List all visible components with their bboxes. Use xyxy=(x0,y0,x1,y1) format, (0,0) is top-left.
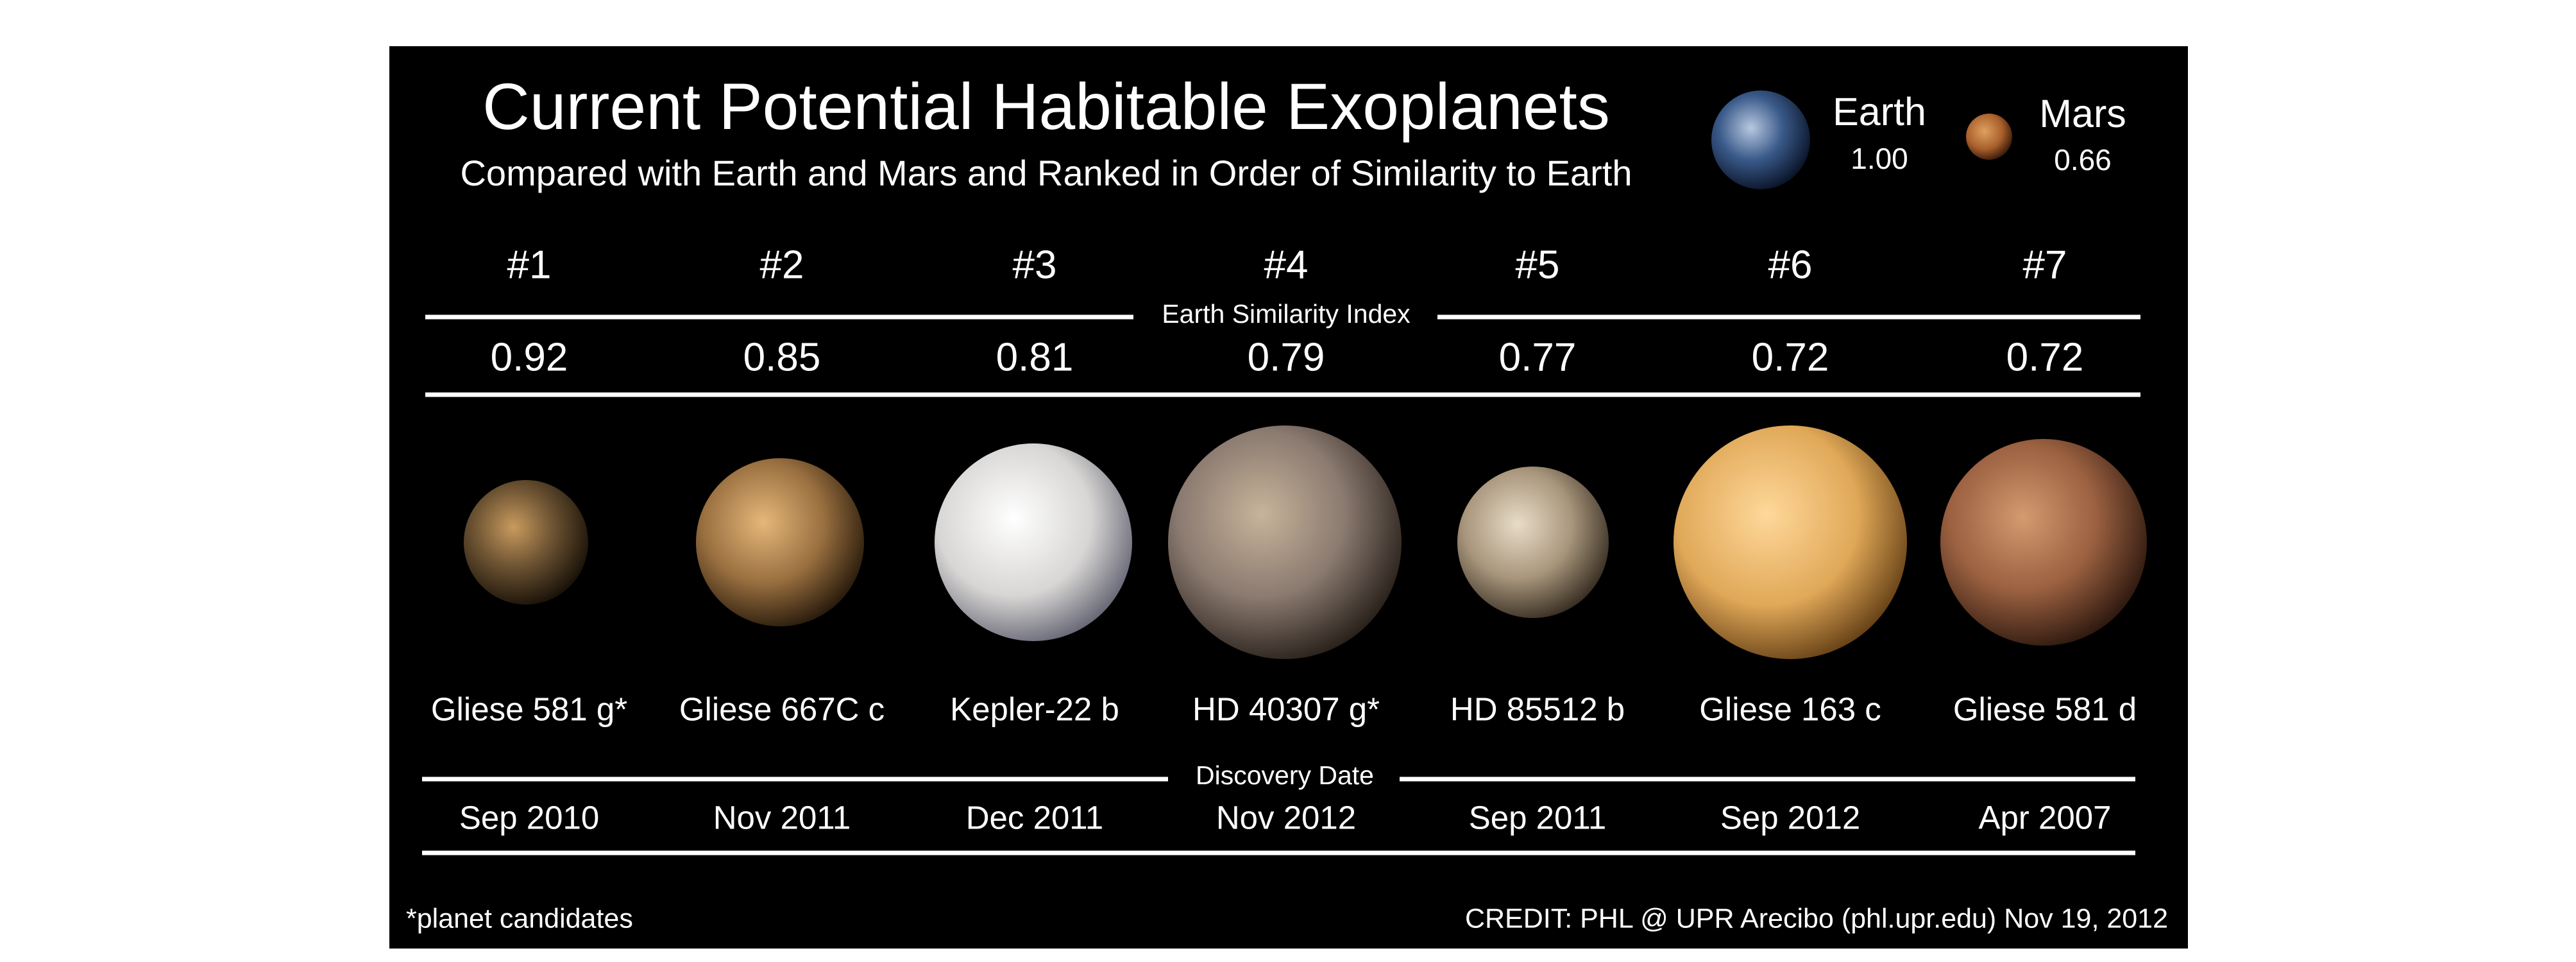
discovery-label: Discovery Date xyxy=(1196,760,1374,790)
planet-image xyxy=(1674,425,1907,659)
subtitle: Compared with Earth and Mars and Ranked … xyxy=(460,153,1632,193)
planet-name: HD 85512 b xyxy=(1450,691,1625,727)
esi-value: 0.72 xyxy=(1752,335,1829,379)
discovery-date: Sep 2012 xyxy=(1720,799,1860,836)
esi-value: 0.77 xyxy=(1499,335,1577,379)
planet-image xyxy=(935,443,1132,641)
discovery-date: Sep 2010 xyxy=(459,799,599,836)
rank: #6 xyxy=(1768,243,1813,287)
reference-name: Mars xyxy=(2039,92,2126,135)
planet-image xyxy=(696,458,864,626)
planet-name: Kepler-22 b xyxy=(950,691,1119,727)
reference-name: Earth xyxy=(1833,90,1926,133)
rank: #7 xyxy=(2023,243,2067,287)
esi-value: 0.79 xyxy=(1248,335,1325,379)
planet-image xyxy=(1940,439,2147,646)
planet-name: Gliese 581 d xyxy=(1953,691,2137,727)
footnote: *planet candidates xyxy=(406,903,633,934)
rank: #1 xyxy=(507,243,552,287)
credit: CREDIT: PHL @ UPR Arecibo (phl.upr.edu) … xyxy=(1465,903,2168,934)
planet-name: HD 40307 g* xyxy=(1192,691,1380,727)
discovery-date: Sep 2011 xyxy=(1469,799,1607,836)
earth-image xyxy=(1711,90,1810,189)
reference-esi: 0.66 xyxy=(2054,143,2112,176)
mars-image xyxy=(1966,114,2012,160)
rank: #2 xyxy=(760,243,804,287)
esi-value: 0.72 xyxy=(2006,335,2084,379)
esi-value: 0.81 xyxy=(996,335,1074,379)
esi-label: Earth Similarity Index xyxy=(1162,299,1411,329)
reference-esi: 1.00 xyxy=(1851,142,1908,175)
planet-image xyxy=(464,480,588,605)
rank: #3 xyxy=(1013,243,1057,287)
discovery-date: Nov 2011 xyxy=(713,799,851,836)
rank: #5 xyxy=(1516,243,1560,287)
planet-name: Gliese 163 c xyxy=(1699,691,1881,727)
planet-image xyxy=(1168,425,1402,659)
title: Current Potential Habitable Exoplanets xyxy=(482,70,1610,143)
discovery-date: Dec 2011 xyxy=(966,799,1104,836)
esi-value: 0.92 xyxy=(491,335,568,379)
discovery-date: Nov 2012 xyxy=(1216,799,1356,836)
planet-name: Gliese 667C c xyxy=(679,691,885,727)
discovery-date: Apr 2007 xyxy=(1979,799,2112,836)
planet-name: Gliese 581 g* xyxy=(431,691,627,727)
rank: #4 xyxy=(1264,243,1309,287)
planet-image xyxy=(1457,467,1609,618)
esi-value: 0.85 xyxy=(743,335,821,379)
